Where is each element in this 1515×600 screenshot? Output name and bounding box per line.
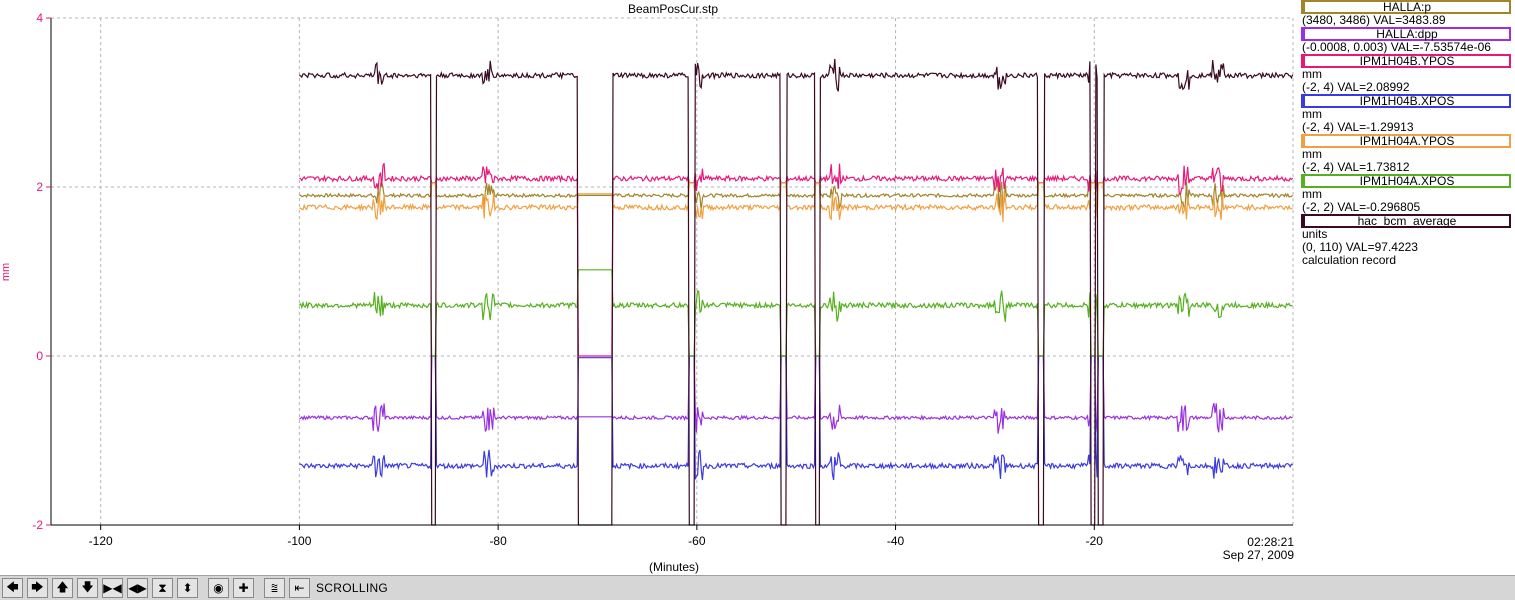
legend-info-line: (-2, 4) VAL=1.73812 [1302,160,1410,174]
series-line [299,180,1294,212]
scroll-mode-icon: ⇤ [294,581,305,595]
config-button[interactable]: ◉ [208,578,229,598]
legend-info-line: mm [1302,147,1322,161]
legend-info-line: calculation record [1302,253,1397,267]
legend-info-line: (-0.0008, 0.003) VAL=-7.53574e-06 [1302,40,1491,54]
legend-info-line: mm [1302,107,1322,121]
legend-series-name: HALLA:p [1301,0,1511,14]
arrow-right-icon: 🡆 [31,579,44,594]
legend-info-line: (0, 110) VAL=97.4223 [1302,240,1418,254]
legend-info-line: (-2, 4) VAL=2.08992 [1302,80,1410,94]
auto-scale-icon: ⩰ [270,580,279,595]
legend-entry[interactable]: IPM1H04A.XPOS mm (-2, 2) VAL=-0.296805 [1298,174,1515,214]
scroll-right-button[interactable]: 🡆 [27,578,48,598]
toolbar-buttons: 🡄 🡆 🡅 🡇 ▶◀ ◀▶ ⧗ ⬍ ◉ ✚ ⩰ ⇤ [2,578,314,598]
zoom-out-x-button[interactable]: ◀▶ [127,578,148,598]
x-tick-label: -120 [89,534,113,548]
y-tick-label: 2 [36,180,43,194]
legend-info-line: mm [1302,187,1322,201]
zoom-in-x-icon: ▶◀ [103,581,122,595]
arrow-left-icon: 🡄 [6,579,19,594]
zoom-in-y-icon: ⧗ [158,580,167,595]
zoom-in-y-button[interactable]: ⧗ [152,578,173,598]
y-tick-label: -2 [32,518,43,532]
plus-icon: ✚ [238,581,249,595]
arrow-down-icon: 🡇 [81,579,94,594]
add-button[interactable]: ✚ [233,578,254,598]
x-tick-label: -100 [287,534,311,548]
grid-layer [51,17,1294,526]
toolbar: 🡄 🡆 🡅 🡇 ▶◀ ◀▶ ⧗ ⬍ ◉ ✚ ⩰ ⇤ SCROLLING [0,575,1515,600]
date-label: Sep 27, 2009 [1223,548,1295,562]
legend-entry[interactable]: hac_bcm_average units (0, 110) VAL=97.4223… [1298,214,1515,267]
chart-title: BeamPosCur.stp [628,2,718,16]
legend-series-name: hac_bcm_average [1301,214,1511,228]
legend-series-name: HALLA:dpp [1301,27,1511,41]
legend: HALLA:p (3480, 3486) VAL=3483.89 HALLA:dpp… [1298,0,1515,267]
legend-series-name: IPM1H04B.XPOS [1301,94,1511,108]
mode-status: SCROLLING [316,581,389,595]
legend-series-name: IPM1H04A.YPOS [1301,134,1511,148]
x-tick-label: -60 [688,534,706,548]
x-tick-label: -40 [887,534,905,548]
time-label: 02:28:21 [1247,535,1294,549]
series-layer [298,58,1294,526]
config-icon: ◉ [213,581,224,595]
auto-scale-button[interactable]: ⩰ [264,578,285,598]
x-axis-label: (Minutes) [649,560,699,574]
scroll-mode-button[interactable]: ⇤ [289,578,310,598]
legend-info-line: (3480, 3486) VAL=3483.89 [1302,13,1446,27]
arrow-up-icon: 🡅 [56,579,69,594]
legend-info-line: (-2, 4) VAL=-1.29913 [1302,120,1414,134]
series-line [298,355,1293,434]
legend-info-line: (-2, 2) VAL=-0.296805 [1302,200,1421,214]
legend-series-name: IPM1H04A.XPOS [1301,174,1511,188]
series-line [298,269,1293,357]
legend-entry[interactable]: IPM1H04B.XPOS mm (-2, 4) VAL=-1.29913 [1298,94,1515,134]
zoom-out-y-icon: ⬍ [182,581,193,595]
x-tick-label: -20 [1086,534,1104,548]
scroll-left-button[interactable]: 🡄 [2,578,23,598]
x-tick-label: -80 [489,534,507,548]
y-tick-label: 4 [36,11,43,25]
zoom-out-y-button[interactable]: ⬍ [177,578,198,598]
legend-entry[interactable]: IPM1H04A.YPOS mm (-2, 4) VAL=1.73812 [1298,134,1515,174]
legend-entry[interactable]: HALLA:dpp (-0.0008, 0.003) VAL=-7.53574e-… [1298,27,1515,54]
series-line [299,58,1294,526]
series-line [299,182,1294,222]
legend-series-name: IPM1H04B.YPOS [1301,54,1511,68]
y-axis-label: mm [0,263,12,281]
series-line [299,355,1293,481]
scroll-down-button[interactable]: 🡇 [77,578,98,598]
zoom-out-x-icon: ◀▶ [128,581,147,595]
zoom-in-x-button[interactable]: ▶◀ [102,578,123,598]
legend-info-line: units [1302,227,1328,241]
legend-info-line: mm [1302,67,1322,81]
scroll-up-button[interactable]: 🡅 [52,578,73,598]
series-line [299,162,1294,357]
y-tick-label: 0 [36,349,43,363]
legend-entry[interactable]: IPM1H04B.YPOS mm (-2, 4) VAL=2.08992 [1298,54,1515,94]
legend-entry[interactable]: HALLA:p (3480, 3486) VAL=3483.89 [1298,0,1515,27]
